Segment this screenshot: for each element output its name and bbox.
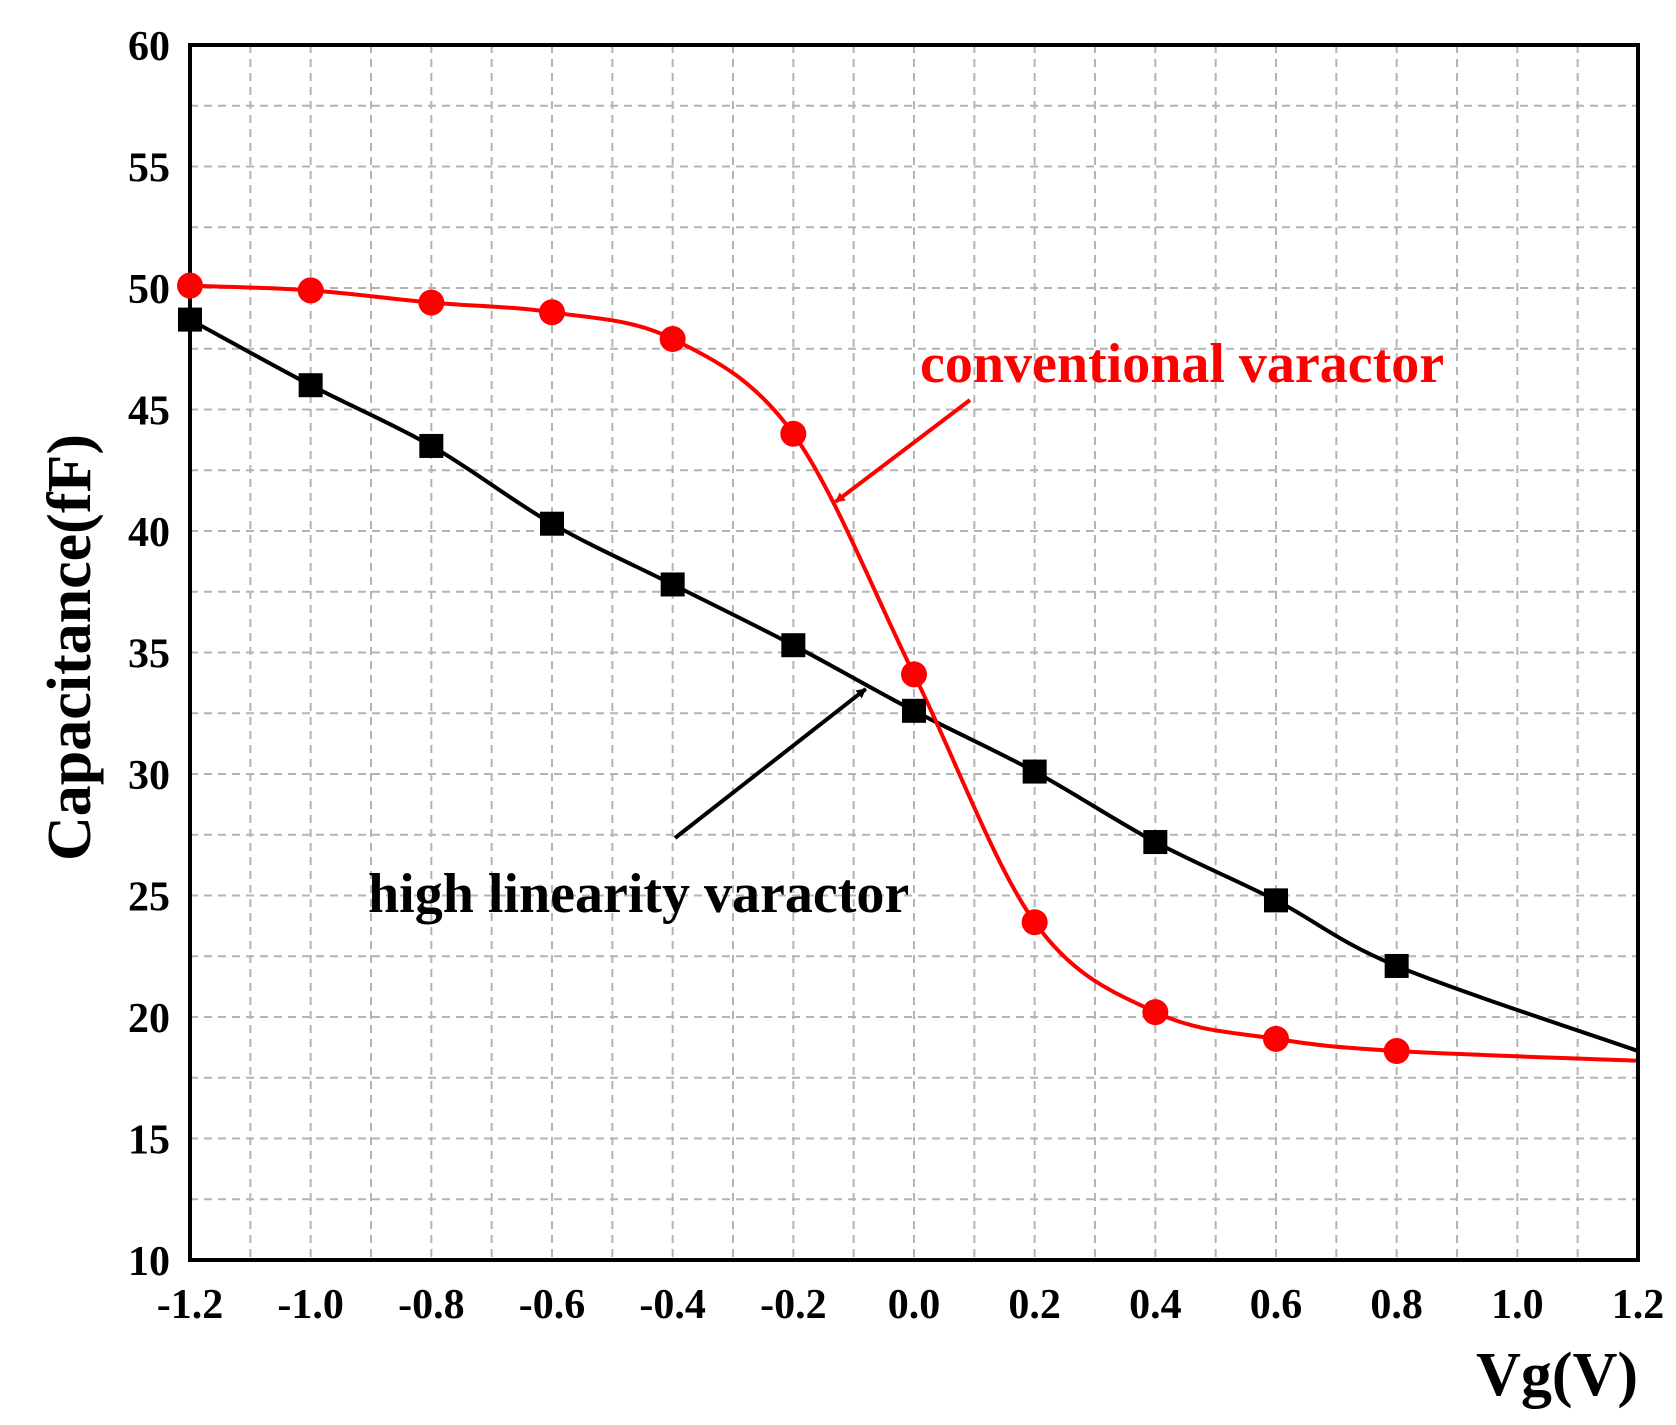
x-tick-label: -0.2 — [760, 1282, 827, 1328]
x-tick-label: -1.2 — [157, 1282, 224, 1328]
data-point-square — [1143, 830, 1168, 855]
data-point-square — [660, 572, 685, 597]
x-tick-label: 0.6 — [1250, 1282, 1303, 1328]
data-point-square — [1384, 953, 1409, 978]
y-tick-label: 20 — [128, 996, 170, 1042]
data-point-circle — [1383, 1038, 1410, 1065]
x-tick-label: -0.8 — [398, 1282, 465, 1328]
data-point-circle — [1021, 909, 1048, 936]
data-point-circle — [1142, 999, 1169, 1026]
data-point-square — [298, 373, 323, 398]
data-point-circle — [177, 272, 203, 299]
x-tick-label: 0.2 — [1008, 1282, 1061, 1328]
y-tick-label: 35 — [128, 632, 170, 678]
y-tick-label: 50 — [128, 267, 170, 313]
x-tick-label: 1.0 — [1491, 1282, 1544, 1328]
x-axis-label: Vg(V) — [1476, 1341, 1638, 1409]
x-tick-label: 0.8 — [1370, 1282, 1423, 1328]
data-point-square — [1264, 888, 1288, 913]
data-point-circle — [901, 661, 927, 688]
y-tick-label: 15 — [128, 1118, 170, 1164]
data-point-circle — [780, 420, 807, 447]
data-point-circle — [418, 289, 445, 316]
data-point-circle — [539, 299, 565, 326]
grid-lines — [190, 45, 1638, 1260]
x-tick-label: 0.0 — [888, 1282, 941, 1328]
x-tick-label: 1.2 — [1612, 1282, 1665, 1328]
y-tick-label: 30 — [128, 753, 170, 799]
x-tick-label: 0.4 — [1129, 1282, 1182, 1328]
data-point-circle — [659, 326, 686, 353]
y-tick-label: 60 — [128, 24, 170, 70]
x-tick-label: -0.4 — [639, 1282, 706, 1328]
annotation-high-linearity-varactor: high linearity varactor — [368, 863, 909, 925]
y-tick-label: 45 — [128, 389, 170, 435]
y-tick-label: 10 — [128, 1239, 170, 1285]
data-point-circle — [1263, 1025, 1289, 1052]
data-point-square — [419, 433, 444, 458]
x-tick-label: -1.0 — [277, 1282, 344, 1328]
series-markers — [177, 272, 1410, 1065]
y-tick-label: 25 — [128, 875, 170, 921]
plot-frame — [188, 43, 1640, 1262]
tick-labels: -1.2 -1.0 -0.8 -0.6 -0.4 -0.2 0.0 0.2 0.4 0.6 0.8 1… — [128, 24, 1664, 1328]
annotation-arrow-conventional — [834, 398, 972, 504]
data-point-square — [902, 698, 926, 723]
data-point-circle — [297, 277, 324, 304]
y-tick-label: 40 — [128, 510, 170, 556]
data-point-square — [540, 511, 564, 536]
annotation-conventional-varactor: conventional varactor — [920, 333, 1444, 395]
annotations: conventional varactor high linearity vara… — [368, 333, 1444, 925]
x-tick-label: -0.6 — [519, 1282, 586, 1328]
data-point-square — [178, 307, 202, 332]
y-axis-label: Capacitance(fF) — [36, 434, 104, 861]
y-tick-label: 55 — [128, 146, 170, 192]
data-point-square — [781, 633, 806, 658]
data-point-square — [1022, 759, 1047, 784]
annotation-arrow-high-linearity — [673, 687, 867, 840]
